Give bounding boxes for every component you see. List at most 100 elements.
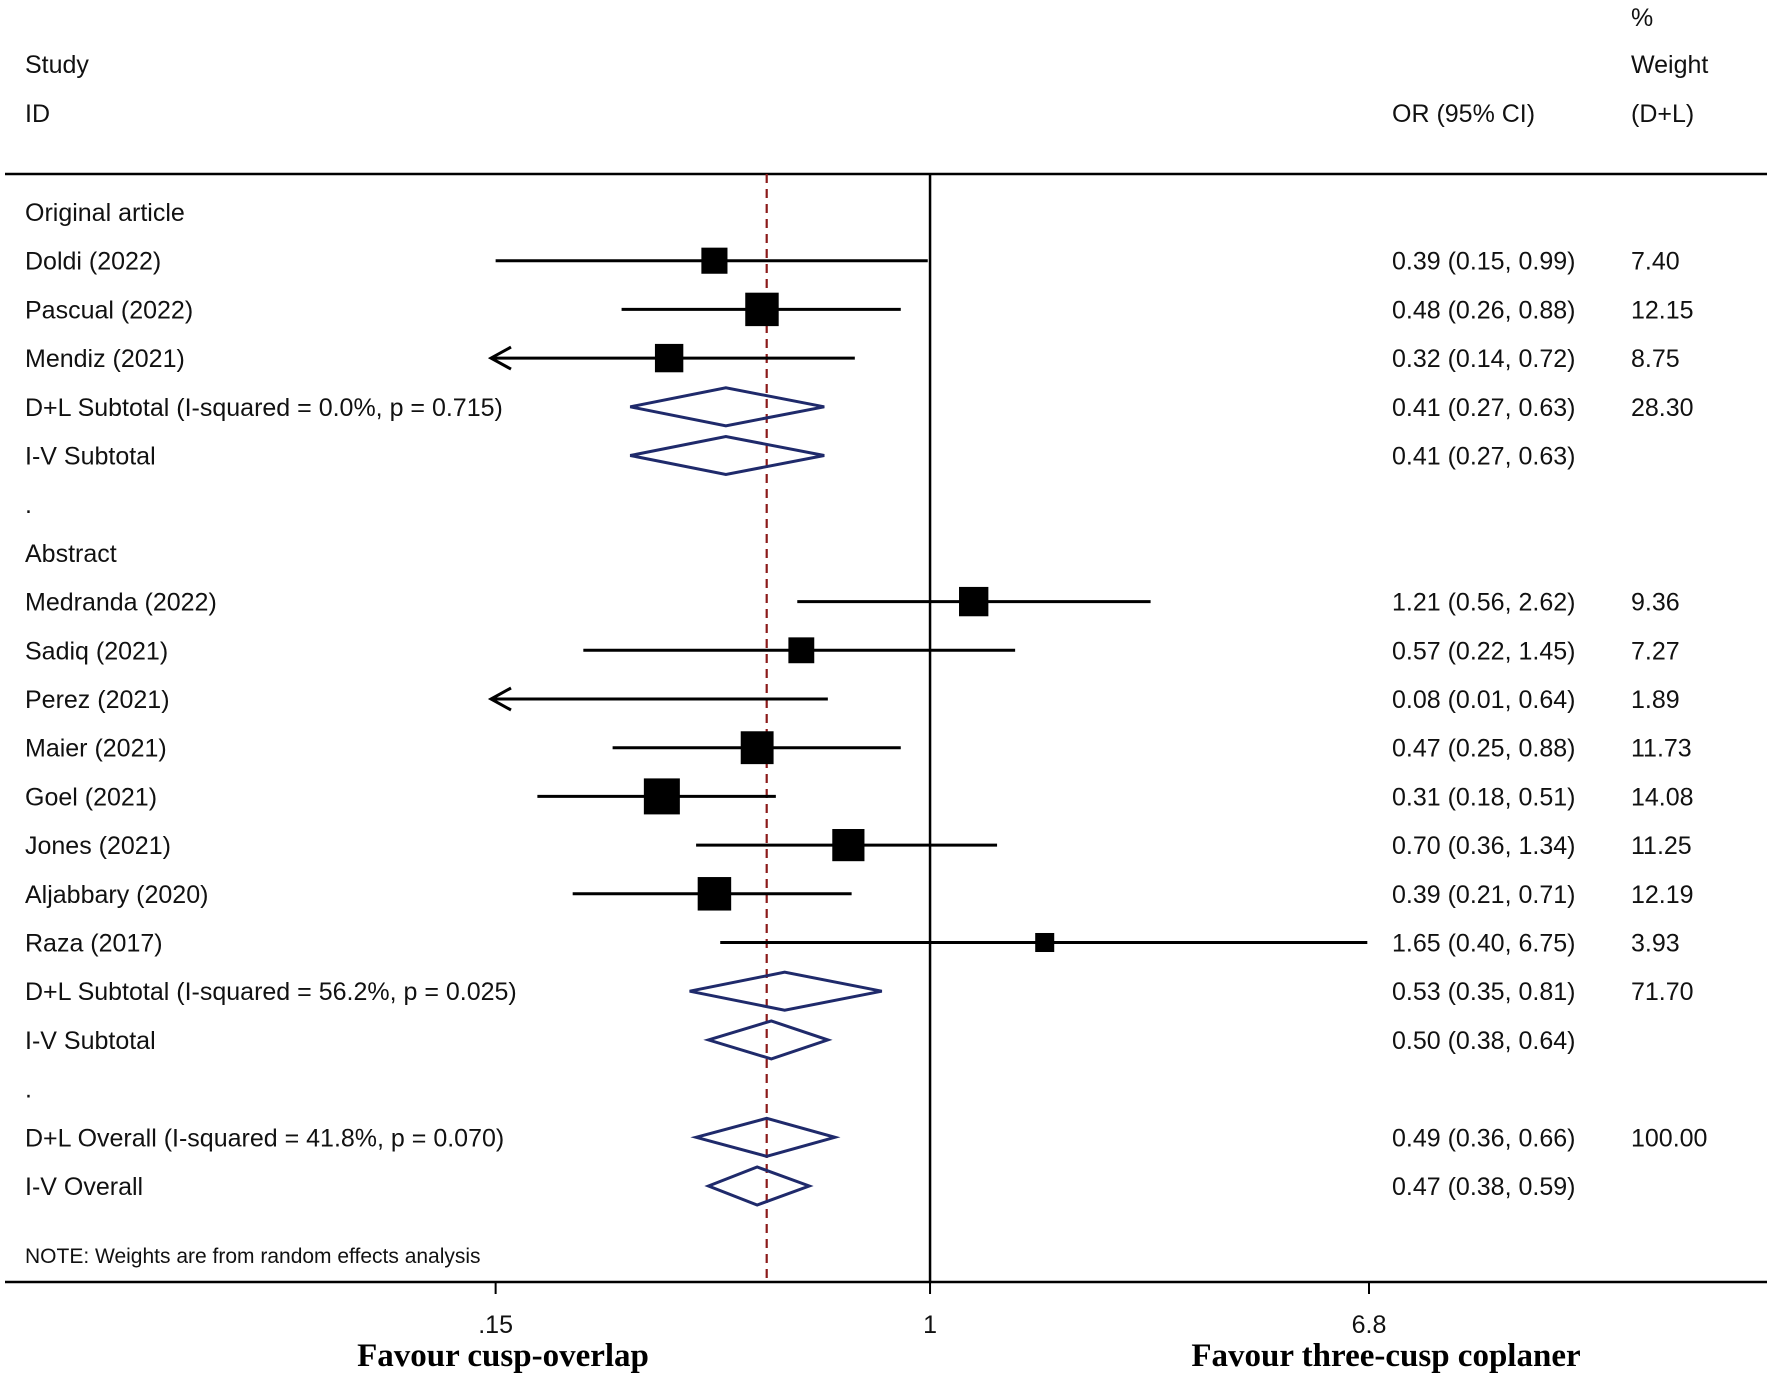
- study-marker: [740, 731, 774, 765]
- forest-row-pooled: I-V Subtotal 0.41 (0.27, 0.63): [25, 434, 1575, 477]
- forest-row-study: Aljabbary (2020) 0.39 (0.21, 0.71) 12.19: [25, 877, 1694, 911]
- or-ci-value: 0.48 (0.26, 0.88): [1392, 296, 1575, 324]
- study-marker: [697, 877, 732, 911]
- weights-note: NOTE: Weights are from random effects an…: [25, 1245, 481, 1268]
- study-marker: [1035, 932, 1055, 953]
- or-ci-value: 1.21 (0.56, 2.62): [1392, 589, 1575, 617]
- study-marker: [654, 343, 684, 373]
- weight-value: 100.00: [1631, 1124, 1707, 1152]
- pooled-diamond: [629, 386, 825, 428]
- weight-value: 12.19: [1631, 881, 1694, 909]
- weight-value: 28.30: [1631, 394, 1694, 422]
- study-label: Mendiz (2021): [25, 345, 185, 373]
- or-ci-value: 0.50 (0.38, 0.64): [1392, 1027, 1575, 1055]
- study-marker: [788, 637, 815, 664]
- weight-value: 11.25: [1631, 832, 1692, 860]
- forest-row-study: Jones (2021) 0.70 (0.36, 1.34) 11.25: [25, 829, 1692, 862]
- forest-row-group: Abstract: [25, 540, 117, 568]
- subgroup-label: Original article: [25, 199, 185, 227]
- study-label: Goel (2021): [25, 783, 157, 811]
- or-ci-value: 0.49 (0.36, 0.66): [1392, 1124, 1575, 1152]
- forest-row-pooled: D+L Subtotal (I-squared = 56.2%, p = 0.0…: [25, 970, 1694, 1012]
- study-label: D+L Overall (I-squared = 41.8%, p = 0.07…: [25, 1124, 504, 1152]
- study-label: D+L Subtotal (I-squared = 0.0%, p = 0.71…: [25, 394, 503, 422]
- weight-header-percent: %: [1631, 4, 1653, 32]
- forest-row-spacer: .: [25, 1076, 32, 1104]
- forest-row-study: Mendiz (2021) 0.32 (0.14, 0.72) 8.75: [25, 343, 1680, 373]
- weight-value: 14.08: [1631, 783, 1694, 811]
- forest-row-study: Perez (2021) 0.08 (0.01, 0.64) 1.89: [25, 686, 1680, 714]
- weight-value: 12.15: [1631, 296, 1694, 324]
- or-ci-value: 0.47 (0.38, 0.59): [1392, 1173, 1575, 1201]
- study-label: Perez (2021): [25, 686, 170, 714]
- weight-value: 7.27: [1631, 637, 1680, 665]
- study-label: Jones (2021): [25, 832, 171, 860]
- weight-value: 71.70: [1631, 978, 1694, 1006]
- x-tick-label: .15: [478, 1311, 513, 1339]
- study-label: I-V Subtotal: [25, 1027, 156, 1055]
- or-ci-value: 0.41 (0.27, 0.63): [1392, 394, 1575, 422]
- study-marker: [643, 778, 680, 815]
- or-ci-value: 0.31 (0.18, 0.51): [1392, 783, 1575, 811]
- forest-row-study: Doldi (2022) 0.39 (0.15, 0.99) 7.40: [25, 247, 1680, 276]
- weight-value: 3.93: [1631, 930, 1680, 958]
- id-header: ID: [25, 100, 50, 128]
- spacer-dot: .: [25, 1076, 32, 1104]
- or-ci-value: 0.08 (0.01, 0.64): [1392, 686, 1575, 714]
- study-label: Doldi (2022): [25, 248, 161, 276]
- forest-row-study: Raza (2017) 1.65 (0.40, 6.75) 3.93: [25, 930, 1680, 958]
- forest-row-pooled: D+L Subtotal (I-squared = 0.0%, p = 0.71…: [25, 386, 1694, 428]
- pooled-diamond: [704, 1165, 814, 1207]
- forest-row-study: Pascual (2022) 0.48 (0.26, 0.88) 12.15: [25, 292, 1694, 327]
- or-ci-value: 0.39 (0.15, 0.99): [1392, 248, 1575, 276]
- pooled-diamond: [690, 1116, 841, 1158]
- study-marker: [832, 829, 865, 862]
- or-ci-value: 0.57 (0.22, 1.45): [1392, 637, 1575, 665]
- subgroup-label: Abstract: [25, 540, 117, 568]
- ci-truncation-arrow: [487, 345, 512, 371]
- study-label: Raza (2017): [25, 930, 163, 958]
- study-label: I-V Overall: [25, 1173, 143, 1201]
- or-ci-header: OR (95% CI): [1392, 100, 1535, 128]
- study-label: D+L Subtotal (I-squared = 56.2%, p = 0.0…: [25, 978, 517, 1006]
- study-header: Study: [25, 51, 89, 79]
- forest-row-pooled: I-V Subtotal 0.50 (0.38, 0.64): [25, 1019, 1575, 1061]
- weight-value: 1.89: [1631, 686, 1680, 714]
- weight-value: 7.40: [1631, 248, 1680, 276]
- x-label-left: Favour cusp-overlap: [357, 1338, 649, 1374]
- study-marker: [745, 292, 779, 327]
- pooled-diamond: [629, 434, 825, 477]
- x-tick-label: 1: [923, 1311, 937, 1339]
- weight-value: 8.75: [1631, 345, 1680, 373]
- ci-truncation-arrow: [487, 686, 512, 712]
- forest-row-pooled: D+L Overall (I-squared = 41.8%, p = 0.07…: [25, 1116, 1707, 1158]
- forest-row-study: Medranda (2022) 1.21 (0.56, 2.62) 9.36: [25, 586, 1680, 617]
- study-label: Pascual (2022): [25, 296, 193, 324]
- x-label-right: Favour three-cusp coplaner: [1191, 1338, 1580, 1374]
- study-label: Aljabbary (2020): [25, 881, 208, 909]
- or-ci-value: 0.32 (0.14, 0.72): [1392, 345, 1575, 373]
- forest-row-pooled: I-V Overall 0.47 (0.38, 0.59): [25, 1165, 1575, 1207]
- forest-row-group: Original article: [25, 199, 185, 227]
- forest-row-study: Maier (2021) 0.47 (0.25, 0.88) 11.73: [25, 731, 1692, 765]
- forest-row-study: Sadiq (2021) 0.57 (0.22, 1.45) 7.27: [25, 637, 1680, 665]
- weight-value: 11.73: [1631, 735, 1692, 763]
- pooled-diamond: [703, 1019, 833, 1061]
- weight-header-label: Weight: [1631, 51, 1708, 79]
- weight-value: 9.36: [1631, 589, 1680, 617]
- spacer-dot: .: [25, 491, 32, 519]
- or-ci-value: 0.53 (0.35, 0.81): [1392, 978, 1575, 1006]
- study-label: I-V Subtotal: [25, 443, 156, 471]
- forest-row-spacer: .: [25, 491, 32, 519]
- weight-header-method: (D+L): [1631, 100, 1694, 128]
- or-ci-value: 1.65 (0.40, 6.75): [1392, 930, 1575, 958]
- study-marker: [959, 586, 989, 617]
- or-ci-value: 0.47 (0.25, 0.88): [1392, 735, 1575, 763]
- or-ci-value: 0.39 (0.21, 0.71): [1392, 881, 1575, 909]
- study-label: Sadiq (2021): [25, 637, 168, 665]
- study-label: Maier (2021): [25, 735, 167, 763]
- study-marker: [701, 247, 728, 274]
- or-ci-value: 0.41 (0.27, 0.63): [1392, 443, 1575, 471]
- pooled-diamond: [689, 970, 883, 1012]
